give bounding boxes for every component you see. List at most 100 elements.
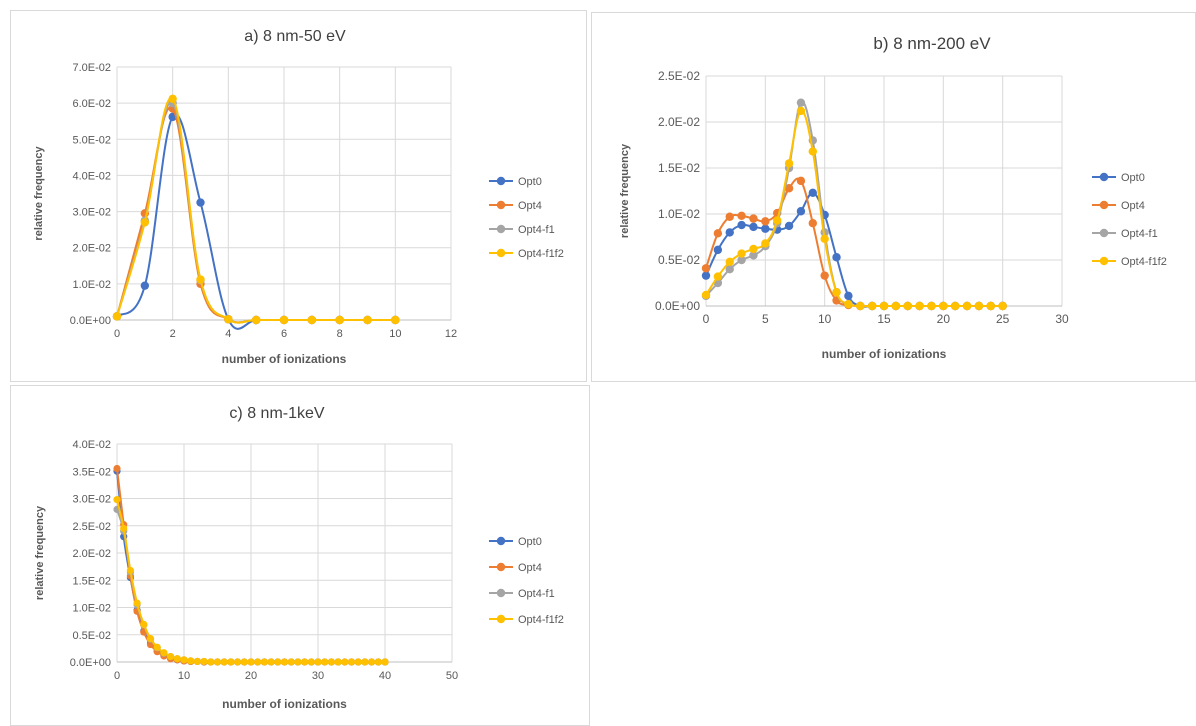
data-point-opt4-f1f2 [146,634,155,643]
data-point-opt4-f1f2 [962,301,972,311]
x-tick-label: 20 [245,670,257,682]
data-point-opt4-f1f2 [832,288,841,297]
data-point-opt4-f1f2 [986,301,995,311]
legend-marker-opt0 [496,176,506,186]
data-point-opt0 [713,245,723,255]
data-point-opt4-f1f2 [220,658,228,666]
legend-label-opt0: Opt0 [1121,172,1145,184]
data-point-opt0 [844,291,853,301]
y-tick-label: 1.5E-02 [658,161,700,175]
y-tick-label: 6.0E-02 [72,98,111,110]
data-point-opt4-f1f2 [234,658,242,666]
data-point-opt4-f1f2 [187,657,195,665]
data-point-opt4-f1f2 [301,658,309,666]
data-point-opt0 [140,281,150,290]
data-point-opt4-f1f2 [903,301,912,311]
y-tick-label: 0.5E-02 [658,253,700,267]
y-tick-label: 2.5E-02 [658,69,700,83]
legend-marker-opt4-f1 [496,588,506,598]
data-point-opt4-f1f2 [915,301,924,311]
data-point-opt4-f1f2 [113,495,121,504]
x-tick-label: 5 [762,312,769,326]
series-line-opt4 [705,177,1003,308]
data-point-opt4-f1f2 [341,658,349,666]
data-point-opt4-f1f2 [307,315,317,325]
data-point-opt4-f1f2 [314,658,322,666]
data-point-opt4 [749,214,758,223]
data-point-opt4-f1f2 [334,658,342,666]
x-tick-label: 4 [225,328,231,340]
data-point-opt4-f1f2 [279,315,289,325]
data-point-opt4-f1f2 [167,652,175,661]
y-tick-label: 0.0E+00 [655,299,700,313]
data-point-opt4 [808,219,817,228]
data-point-opt4-f1f2 [260,658,268,666]
legend-label-opt4-f1f2: Opt4-f1f2 [1121,256,1167,268]
y-axis-label: relative frequency [619,143,631,238]
series-line-opt4-f1f2 [705,109,1003,308]
data-point-opt0 [832,253,841,262]
y-tick-label: 3.5E-02 [72,466,111,478]
data-point-opt4-f1f2 [856,301,865,311]
chart-a: a) 8 nm-50 eV 0.0E+00 1.0E-02 2.0E-02 3.0E-0… [33,28,564,366]
data-point-opt4-f1f2 [808,147,817,156]
x-tick-label: 25 [996,312,1010,326]
y-axis-label: relative frequency [33,146,45,241]
data-point-opt4-f1f2 [287,658,295,666]
legend-marker-opt4-f1f2 [1099,256,1109,266]
data-point-opt4-f1 [725,265,734,274]
legend-marker-opt4-f1 [496,224,506,234]
data-point-opt4-f1f2 [737,249,746,258]
data-point-opt4-f1f2 [196,275,205,284]
x-tick-label: 20 [937,312,951,326]
y-tick-label: 0.0E+00 [70,657,111,669]
chart-title: a) 8 nm-50 eV [244,28,346,45]
x-tick-label: 6 [281,328,287,340]
data-point-opt4-f1f2 [140,620,148,628]
data-point-opt0 [749,222,758,232]
legend-label-opt4-f1: Opt4-f1 [1121,228,1158,240]
y-tick-label: 2.5E-02 [72,521,111,533]
data-point-opt4-f1f2 [321,658,329,666]
y-axis-label: relative frequency [34,505,46,600]
data-point-opt4-f1f2 [274,658,282,666]
data-point-opt4-f1f2 [207,658,215,666]
data-point-opt4-f1f2 [713,272,723,281]
data-point-opt4-f1f2 [867,301,877,311]
x-axis-label: number of ionizations [822,347,947,361]
data-point-opt4 [725,212,734,221]
series-line-opt4-f1f2 [116,97,396,324]
x-tick-label: 12 [445,328,457,340]
data-point-opt4-f1f2 [347,658,356,666]
x-axis-label: number of ionizations [222,352,347,366]
legend-label-opt4: Opt4 [518,562,542,574]
data-point-opt4-f1f2 [307,658,315,666]
x-tick-label: 50 [446,670,458,682]
legend-label-opt4-f1: Opt4-f1 [518,588,555,600]
data-point-opt4-f1f2 [280,658,289,666]
data-point-opt4-f1f2 [193,657,201,666]
data-point-opt4-f1f2 [294,658,302,666]
data-point-opt4 [761,217,770,226]
data-point-opt4 [113,464,121,473]
data-point-opt4-f1f2 [327,658,335,666]
data-point-opt4-f1f2 [374,658,382,666]
data-point-opt4-f1f2 [784,159,794,168]
legend-label-opt4-f1f2: Opt4-f1f2 [518,248,564,260]
data-point-opt4-f1f2 [120,524,128,533]
y-tick-label: 2.0E-02 [72,548,111,560]
data-point-opt4-f1f2 [254,658,262,666]
x-tick-label: 10 [178,670,190,682]
legend-label-opt4-f1f2: Opt4-f1f2 [518,614,564,626]
data-point-opt4-f1f2 [749,244,758,254]
y-tick-label: 1.5E-02 [72,575,111,587]
data-point-opt4-f1f2 [725,257,734,267]
data-point-opt4-f1f2 [140,218,150,227]
data-point-opt4-f1f2 [761,239,770,248]
data-point-opt4-f1f2 [974,301,984,311]
data-point-opt4-f1f2 [368,658,376,666]
y-tick-label: 0.5E-02 [72,630,111,642]
data-point-opt4 [713,229,723,238]
y-tick-label: 2.0E-02 [658,115,700,129]
legend-marker-opt4 [496,562,506,572]
